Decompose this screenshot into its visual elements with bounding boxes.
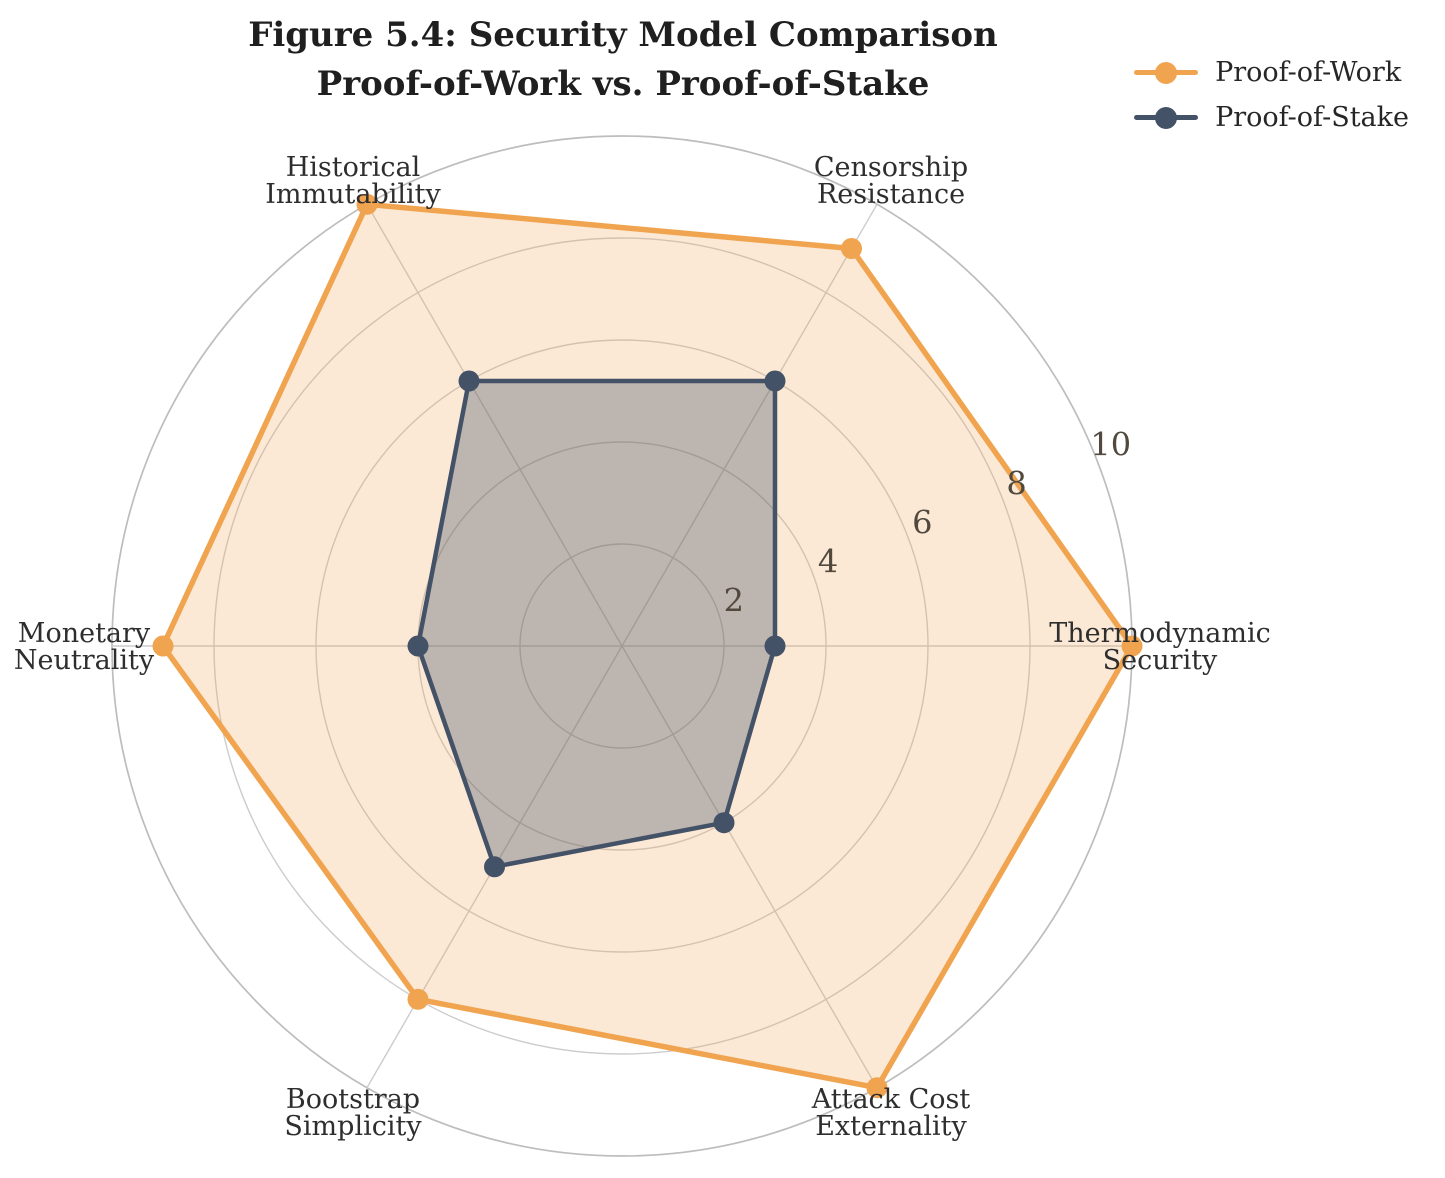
axis-spoke-historical-immutability — [366, 203, 623, 647]
axis-label-line: Monetary — [18, 618, 151, 649]
axis-label-line: Immutability — [265, 179, 441, 210]
figure-title: Figure 5.4: Security Model Comparison Pr… — [248, 11, 998, 109]
data-point-proof-of-work-thermodynamic-security — [1121, 635, 1143, 657]
legend-marker-dot-icon — [1155, 61, 1178, 84]
data-point-proof-of-stake-monetary-neutrality — [407, 635, 429, 657]
axis-label-bootstrap-simplicity: Bootstrap Simplicity — [284, 1084, 422, 1142]
axis-label-line: Bootstrap — [286, 1084, 420, 1115]
axis-label-line: Neutrality — [14, 645, 155, 676]
axis-label-line: Simplicity — [284, 1111, 422, 1142]
axis-label-line: Censorship — [814, 152, 968, 183]
radial-tick-label-10: 10 — [1090, 426, 1131, 464]
axis-label-line: Externality — [815, 1111, 967, 1142]
data-point-proof-of-stake-bootstrap-simplicity — [484, 856, 505, 878]
data-point-proof-of-work-historical-immutability — [356, 193, 378, 215]
data-point-proof-of-work-monetary-neutrality — [152, 635, 174, 657]
data-point-proof-of-work-bootstrap-simplicity — [407, 988, 429, 1010]
axis-spoke-attack-cost-externality — [621, 645, 878, 1089]
data-point-proof-of-stake-attack-cost-externality — [713, 812, 735, 834]
figure-title-line1: Figure 5.4: Security Model Comparison — [248, 15, 998, 55]
axis-label-line: Security — [1103, 645, 1218, 676]
series-polygon-proof-of-stake — [415, 378, 778, 870]
axis-label-monetary-neutrality: Monetary Neutrality — [14, 618, 155, 676]
legend-label: Proof-of-Work — [1215, 57, 1402, 88]
legend-item-proof-of-work: Proof-of-Work — [1134, 54, 1409, 91]
radial-tick-label-2: 2 — [724, 582, 744, 620]
legend-marker-dot-icon — [1155, 106, 1178, 129]
data-point-proof-of-stake-thermodynamic-security — [764, 635, 786, 657]
axis-spoke-censorship-resistance — [621, 203, 878, 647]
legend-line-sample — [1134, 106, 1199, 129]
data-point-proof-of-stake-censorship-resistance — [764, 370, 786, 392]
axis-label-line: Thermodynamic — [1049, 618, 1271, 649]
data-point-proof-of-stake-historical-immutability — [458, 370, 480, 392]
legend: Proof-of-Work Proof-of-Stake — [1134, 54, 1409, 136]
data-point-proof-of-work-attack-cost-externality — [866, 1077, 888, 1099]
axis-label-censorship-resistance: Censorship Resistance — [814, 152, 968, 210]
axis-label-thermodynamic-security: Thermodynamic Security — [1049, 618, 1271, 676]
radial-tick-label-8: 8 — [1006, 465, 1026, 503]
legend-item-proof-of-stake: Proof-of-Stake — [1134, 99, 1409, 136]
axis-label-line: Attack Cost — [811, 1084, 971, 1115]
figure-title-line2: Proof-of-Work vs. Proof-of-Stake — [316, 64, 930, 104]
data-point-proof-of-work-censorship-resistance — [841, 238, 862, 259]
legend-line-sample — [1134, 61, 1199, 84]
axis-label-attack-cost-externality: Attack Cost Externality — [811, 1084, 971, 1142]
radial-tick-label-6: 6 — [912, 504, 932, 542]
legend-label: Proof-of-Stake — [1215, 102, 1409, 133]
radial-tick-label-4: 4 — [818, 543, 838, 581]
axis-label-historical-immutability: Historical Immutability — [265, 152, 441, 210]
axis-label-line: Resistance — [817, 179, 965, 210]
axis-label-line: Historical — [286, 152, 421, 183]
